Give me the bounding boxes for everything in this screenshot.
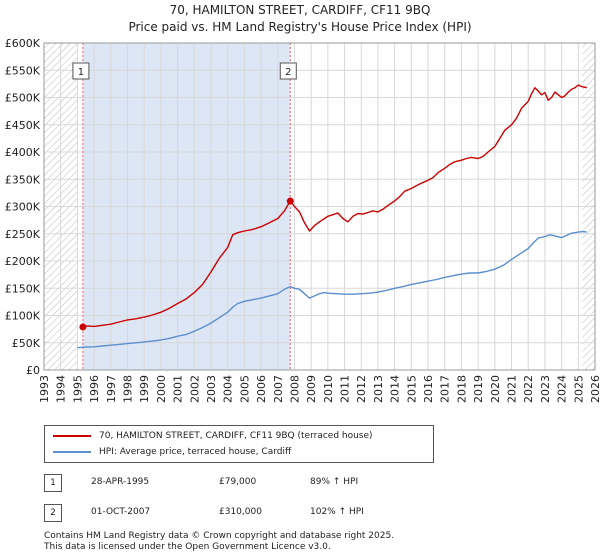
sale-price: £79,000 — [219, 477, 257, 487]
x-tick-label: 2011 — [339, 375, 352, 403]
sale-point-marker — [79, 323, 87, 331]
x-tick-label: 2013 — [372, 375, 385, 403]
x-tick-label: 2015 — [405, 375, 418, 403]
x-tick-label: 2020 — [489, 375, 502, 403]
x-tick-label: 2016 — [422, 375, 435, 403]
legend-item-property: 70, HAMILTON STREET, CARDIFF, CF11 9BQ (… — [53, 429, 373, 443]
x-tick-label: 2006 — [255, 375, 268, 403]
x-tick-label: 1994 — [55, 375, 68, 403]
sale-number-badge: 2 — [44, 504, 62, 522]
footer-copyright: Contains HM Land Registry data © Crown c… — [44, 531, 395, 541]
plot-frame — [43, 42, 596, 371]
x-tick-label: 2018 — [455, 375, 468, 403]
sale-annotation-label: 1 — [78, 67, 84, 78]
y-tick-label: £450K — [5, 119, 41, 132]
y-tick-label: £350K — [5, 173, 41, 186]
hpi-line — [77, 230, 587, 349]
y-tick-label: £100K — [5, 310, 41, 323]
legend-label-hpi: HPI: Average price, terraced house, Card… — [99, 447, 292, 457]
x-tick-label: 2022 — [522, 375, 535, 403]
x-tick-label: 2026 — [589, 375, 600, 403]
sale-hpi-change: 89% ↑ HPI — [310, 477, 359, 487]
x-tick-label: 2000 — [155, 375, 168, 403]
x-tick-label: 2024 — [556, 375, 569, 403]
x-tick-label: 1995 — [71, 375, 84, 403]
x-tick-label: 2002 — [188, 375, 201, 403]
x-tick-label: 1993 — [38, 375, 51, 403]
y-tick-label: £150K — [5, 282, 41, 295]
x-tick-label: 1996 — [88, 375, 101, 403]
x-tick-label: 2012 — [355, 375, 368, 403]
y-tick-label: £0 — [26, 364, 40, 377]
y-tick-label: £250K — [5, 228, 41, 241]
legend-label-property: 70, HAMILTON STREET, CARDIFF, CF11 9BQ (… — [99, 431, 373, 441]
legend-swatch-hpi — [53, 451, 91, 453]
property-price-line — [82, 84, 587, 328]
sale-annotation-label: 2 — [285, 67, 291, 78]
y-tick-label: £550K — [5, 64, 41, 77]
y-tick-label: £500K — [5, 92, 41, 105]
x-tick-label: 1998 — [121, 375, 134, 403]
x-tick-label: 2010 — [322, 375, 335, 403]
x-tick-label: 2004 — [222, 375, 235, 403]
footer-licence: This data is licensed under the Open Gov… — [44, 542, 331, 552]
y-tick-label: £300K — [5, 201, 41, 214]
chart-title: 70, HAMILTON STREET, CARDIFF, CF11 9BQ — [169, 3, 431, 17]
x-tick-label: 2005 — [238, 375, 251, 403]
x-tick-label: 2007 — [272, 375, 285, 403]
x-tick-label: 2023 — [539, 375, 552, 403]
sale-annotation-box — [279, 62, 297, 80]
x-tick-label: 2009 — [305, 375, 318, 403]
chart-subtitle: Price paid vs. HM Land Registry's House … — [128, 20, 472, 34]
sale-price: £310,000 — [219, 507, 262, 517]
y-tick-label: £600K — [5, 37, 41, 50]
x-tick-label: 2014 — [389, 375, 402, 403]
x-tick-label: 2003 — [205, 375, 218, 403]
sale-annotation-box — [72, 62, 90, 80]
y-tick-label: £200K — [5, 255, 41, 268]
legend-item-hpi: HPI: Average price, terraced house, Card… — [53, 445, 291, 459]
x-tick-label: 1997 — [105, 375, 118, 403]
x-tick-label: 2008 — [288, 375, 301, 403]
x-tick-label: 2001 — [172, 375, 185, 403]
sale-hpi-change: 102% ↑ HPI — [310, 507, 364, 517]
sale-date: 01-OCT-2007 — [91, 507, 151, 517]
sale-number-badge: 1 — [44, 474, 62, 492]
sale-point-marker — [286, 197, 294, 205]
y-tick-label: £400K — [5, 146, 41, 159]
sale-date: 28-APR-1995 — [91, 477, 150, 487]
x-tick-label: 2017 — [439, 375, 452, 403]
x-tick-label: 2019 — [472, 375, 485, 403]
x-tick-label: 2025 — [572, 375, 585, 403]
legend: 70, HAMILTON STREET, CARDIFF, CF11 9BQ (… — [44, 425, 434, 463]
legend-swatch-property — [53, 435, 91, 437]
y-tick-label: £50K — [12, 337, 41, 350]
x-tick-label: 2021 — [506, 375, 519, 403]
x-tick-label: 1999 — [138, 375, 151, 403]
chart-svg: £0 £50K £100K £150K £200K £250K £300K £350K £400… — [5, 37, 600, 403]
